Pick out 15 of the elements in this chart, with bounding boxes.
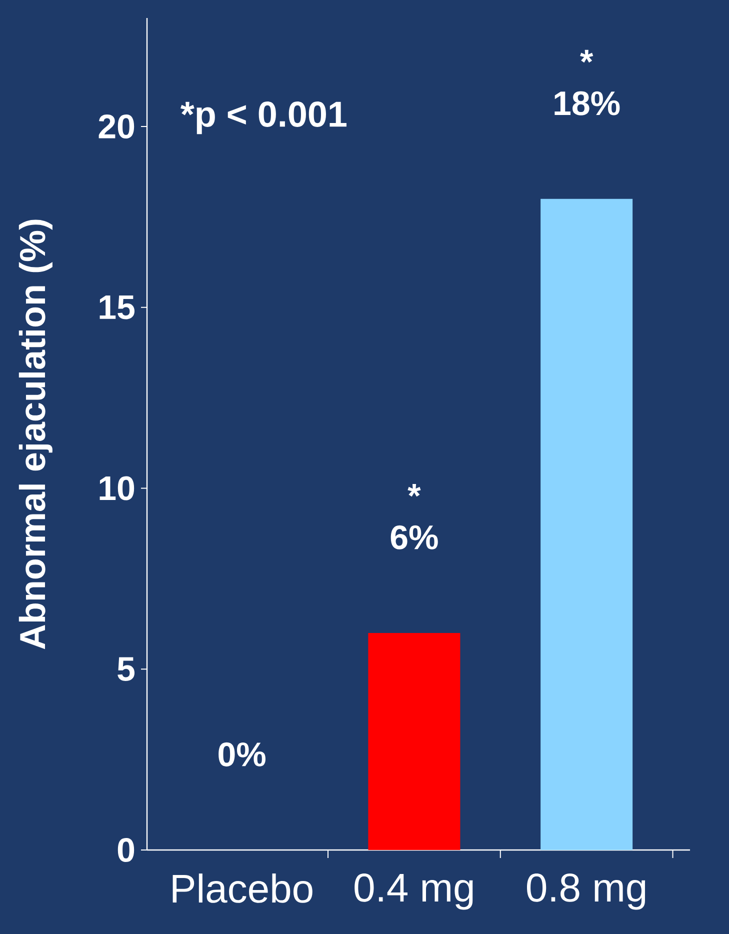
y-tick-label: 15 <box>100 296 135 320</box>
data-label: 18% <box>554 91 620 116</box>
x-tick-label: 0.4 mg <box>354 874 473 910</box>
y-tick-label: 0 <box>118 838 134 862</box>
data-label: 0% <box>218 742 266 766</box>
y-tick-label: 10 <box>100 476 134 500</box>
annotation: *p < 0.001 <box>180 102 346 134</box>
annotation: * <box>580 50 594 63</box>
y-tick-label: 20 <box>98 114 134 139</box>
x-tick-label: Placebo <box>172 874 312 903</box>
y-axis-title: Abnormal ejaculation (%) <box>18 220 52 650</box>
y-tick-label: 5 <box>118 657 135 681</box>
annotation: * <box>408 484 421 497</box>
data-label: 6% <box>390 525 438 550</box>
x-tick-label: 0.8 mg <box>527 874 646 910</box>
